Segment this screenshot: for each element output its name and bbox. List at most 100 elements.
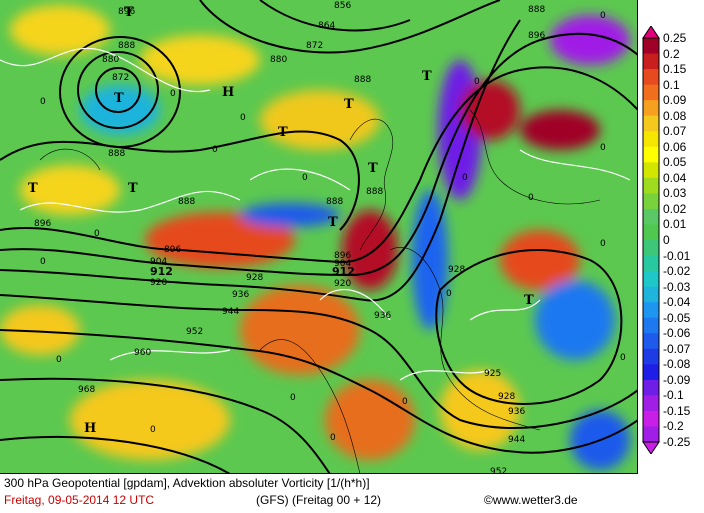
contour-label: 960 (134, 348, 151, 358)
contour-label: 888 (178, 197, 195, 207)
contour-label: 896 (34, 219, 51, 229)
scale-swatch (643, 302, 659, 319)
low-center: T (328, 215, 338, 230)
map-caption: 300 hPa Geopotential [gpdam], Advektion … (0, 474, 638, 513)
low-center: T (422, 69, 432, 84)
contour-label: 888 (528, 5, 545, 15)
scale-swatch (643, 271, 659, 288)
contour-label: 952 (490, 467, 507, 474)
contour-label: 896 (528, 31, 545, 41)
scale-swatch (643, 208, 659, 225)
contour-label: 880 (270, 55, 287, 65)
map-title: 300 hPa Geopotential [gpdam], Advektion … (4, 476, 370, 490)
scale-label: -0.2 (663, 419, 684, 434)
contour-label: 920 (334, 279, 351, 289)
scale-label: -0.09 (663, 372, 691, 387)
contour-label: 936 (508, 407, 525, 417)
scale-swatch (643, 177, 659, 194)
scale-swatch (643, 410, 659, 427)
scale-label: 0.15 (663, 62, 687, 77)
scale-swatch (643, 53, 659, 70)
scale-label: 0.03 (663, 186, 687, 201)
scale-label: -0.01 (663, 248, 691, 263)
zero-label: 0 (462, 173, 468, 183)
scale-swatch (643, 426, 659, 443)
color-scale-bar (642, 26, 660, 454)
scale-label: 0.2 (663, 46, 680, 61)
scale-label: -0.06 (663, 326, 691, 341)
contour-label: 928 (498, 392, 515, 402)
contour-label: 888 (118, 41, 135, 51)
contour-label: 944 (508, 435, 525, 445)
contour-label: 912 (332, 265, 355, 278)
scale-label: -0.07 (663, 341, 691, 356)
low-center: T (368, 161, 378, 176)
contour-label: 928 (246, 273, 263, 283)
scale-label: 0.01 (663, 217, 687, 232)
scale-label: 0 (663, 233, 670, 247)
map-panel: 896 888 880 872 864 856 896 888 880 872 … (0, 0, 638, 474)
coastlines (39, 109, 601, 473)
zero-label: 0 (212, 145, 218, 155)
low-center: T (128, 181, 138, 196)
contour-label: 904 (334, 259, 351, 269)
scale-label: 0.07 (663, 124, 687, 139)
scale-swatch (643, 115, 659, 132)
contour-label: 864 (318, 21, 335, 31)
scale-swatch (643, 379, 659, 396)
contour-label: 952 (186, 327, 203, 337)
contour-label: 888 (366, 187, 383, 197)
high-center: H (222, 85, 234, 100)
vorticity-advection-field (0, 5, 630, 470)
contour-label: 912 (150, 265, 173, 278)
zero-label: 0 (94, 229, 100, 239)
scale-swatch (643, 100, 659, 117)
scale-swatch (643, 395, 659, 412)
scale-frame (642, 37, 660, 443)
scale-swatch (643, 162, 659, 179)
high-center: H (84, 421, 96, 436)
scale-max-arrow (642, 26, 660, 39)
scale-label: 0.25 (663, 31, 687, 45)
contour-label: 936 (232, 290, 249, 300)
zero-label: 0 (56, 355, 62, 365)
scale-label: -0.05 (663, 310, 691, 325)
zero-label: 0 (600, 239, 606, 249)
scale-swatch (643, 240, 659, 257)
zero-label: 0 (40, 257, 46, 267)
scale-swatch (643, 348, 659, 365)
scale-label: 0.05 (663, 155, 687, 170)
zero-label: 0 (240, 113, 246, 123)
contour-label: 925 (484, 369, 501, 379)
scale-label: -0.15 (663, 403, 691, 418)
contour-label: 936 (374, 311, 391, 321)
zero-label: 0 (150, 425, 156, 435)
scale-swatch (643, 255, 659, 272)
low-center: T (124, 5, 134, 20)
contour-label: 920 (150, 278, 167, 288)
contour-label: 888 (108, 149, 125, 159)
scale-swatch (643, 317, 659, 334)
scale-label: 0.09 (663, 93, 687, 108)
contour-label: 904 (150, 257, 167, 267)
scale-swatch (643, 224, 659, 241)
scale-swatch (643, 146, 659, 163)
contour-label: 880 (102, 55, 119, 65)
contour-labels: 896 888 880 872 864 856 896 888 880 872 … (34, 1, 545, 474)
scale-label: 0.04 (663, 170, 687, 185)
scale-swatch (643, 286, 659, 303)
scale-label: 0.02 (663, 201, 687, 216)
advection-zero-lines (0, 47, 631, 381)
scale-swatch (643, 364, 659, 381)
low-center: T (278, 125, 288, 140)
model-run: (GFS) (Freitag 00 + 12) (256, 493, 382, 507)
geopotential-map: 896 888 880 872 864 856 896 888 880 872 … (0, 0, 637, 474)
valid-date: Freitag, 09-05-2014 12 UTC (4, 493, 155, 507)
low-center: T (28, 181, 38, 196)
zero-label: 0 (330, 433, 336, 443)
zero-label: 0 (620, 353, 626, 363)
zero-label: 0 (600, 11, 606, 21)
scale-swatch (643, 38, 659, 55)
scale-label: -0.1 (663, 388, 684, 403)
zero-label: 0 (290, 393, 296, 403)
